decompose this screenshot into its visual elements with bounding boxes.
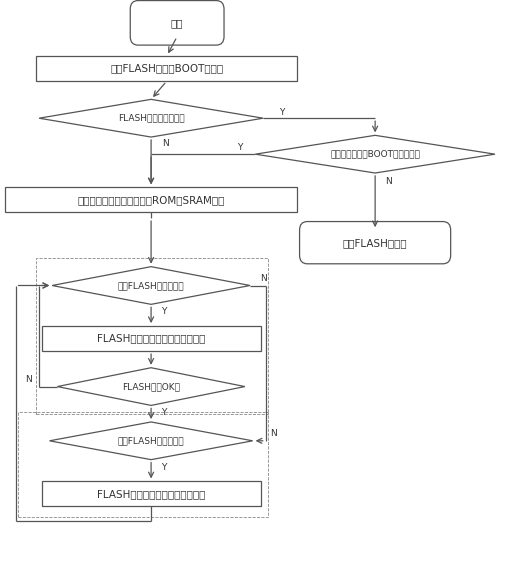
Text: 芯片硬件初始化、芯片内部ROM和SRAM检测: 芯片硬件初始化、芯片内部ROM和SRAM检测 (78, 195, 225, 205)
Text: 跳至FLASH中执行: 跳至FLASH中执行 (343, 238, 407, 248)
Bar (36, 258, 268, 414)
Bar (5, 187, 297, 212)
Polygon shape (39, 99, 263, 137)
Text: Y: Y (237, 143, 242, 152)
Text: 读取FLASH数据和BOOT寄存器: 读取FLASH数据和BOOT寄存器 (110, 63, 224, 74)
Text: N: N (26, 375, 32, 384)
Text: FLASH编程、校验及发送校验结果: FLASH编程、校验及发送校验结果 (97, 489, 205, 499)
Text: N: N (163, 139, 169, 148)
Text: N: N (270, 429, 277, 439)
Polygon shape (52, 267, 250, 304)
Text: Y: Y (279, 108, 284, 117)
FancyBboxPatch shape (300, 222, 451, 264)
Text: FLASH擦除OK？: FLASH擦除OK？ (122, 382, 180, 391)
Text: Y: Y (162, 463, 167, 472)
Text: 收到FLASH擦除命令？: 收到FLASH擦除命令？ (118, 281, 184, 290)
Text: N: N (385, 177, 391, 186)
Bar (36, 56, 297, 81)
Polygon shape (49, 422, 253, 460)
Bar (42, 481, 260, 506)
Bar (18, 412, 268, 517)
Bar (42, 326, 260, 351)
Polygon shape (255, 135, 495, 173)
Text: N: N (260, 274, 266, 283)
Text: FLASH擦除、校验及发送校验结果: FLASH擦除、校验及发送校验结果 (97, 333, 205, 344)
FancyBboxPatch shape (130, 1, 224, 45)
Text: Y: Y (162, 307, 167, 316)
Text: 收到FLASH编程命令？: 收到FLASH编程命令？ (118, 436, 184, 445)
Text: 有强制进入下载BOOT模式标记？: 有强制进入下载BOOT模式标记？ (330, 150, 420, 159)
Text: FLASH中有芯片软件？: FLASH中有芯片软件？ (118, 114, 184, 123)
Polygon shape (57, 368, 245, 405)
Text: Y: Y (162, 408, 167, 417)
Text: 开始: 开始 (171, 18, 183, 28)
